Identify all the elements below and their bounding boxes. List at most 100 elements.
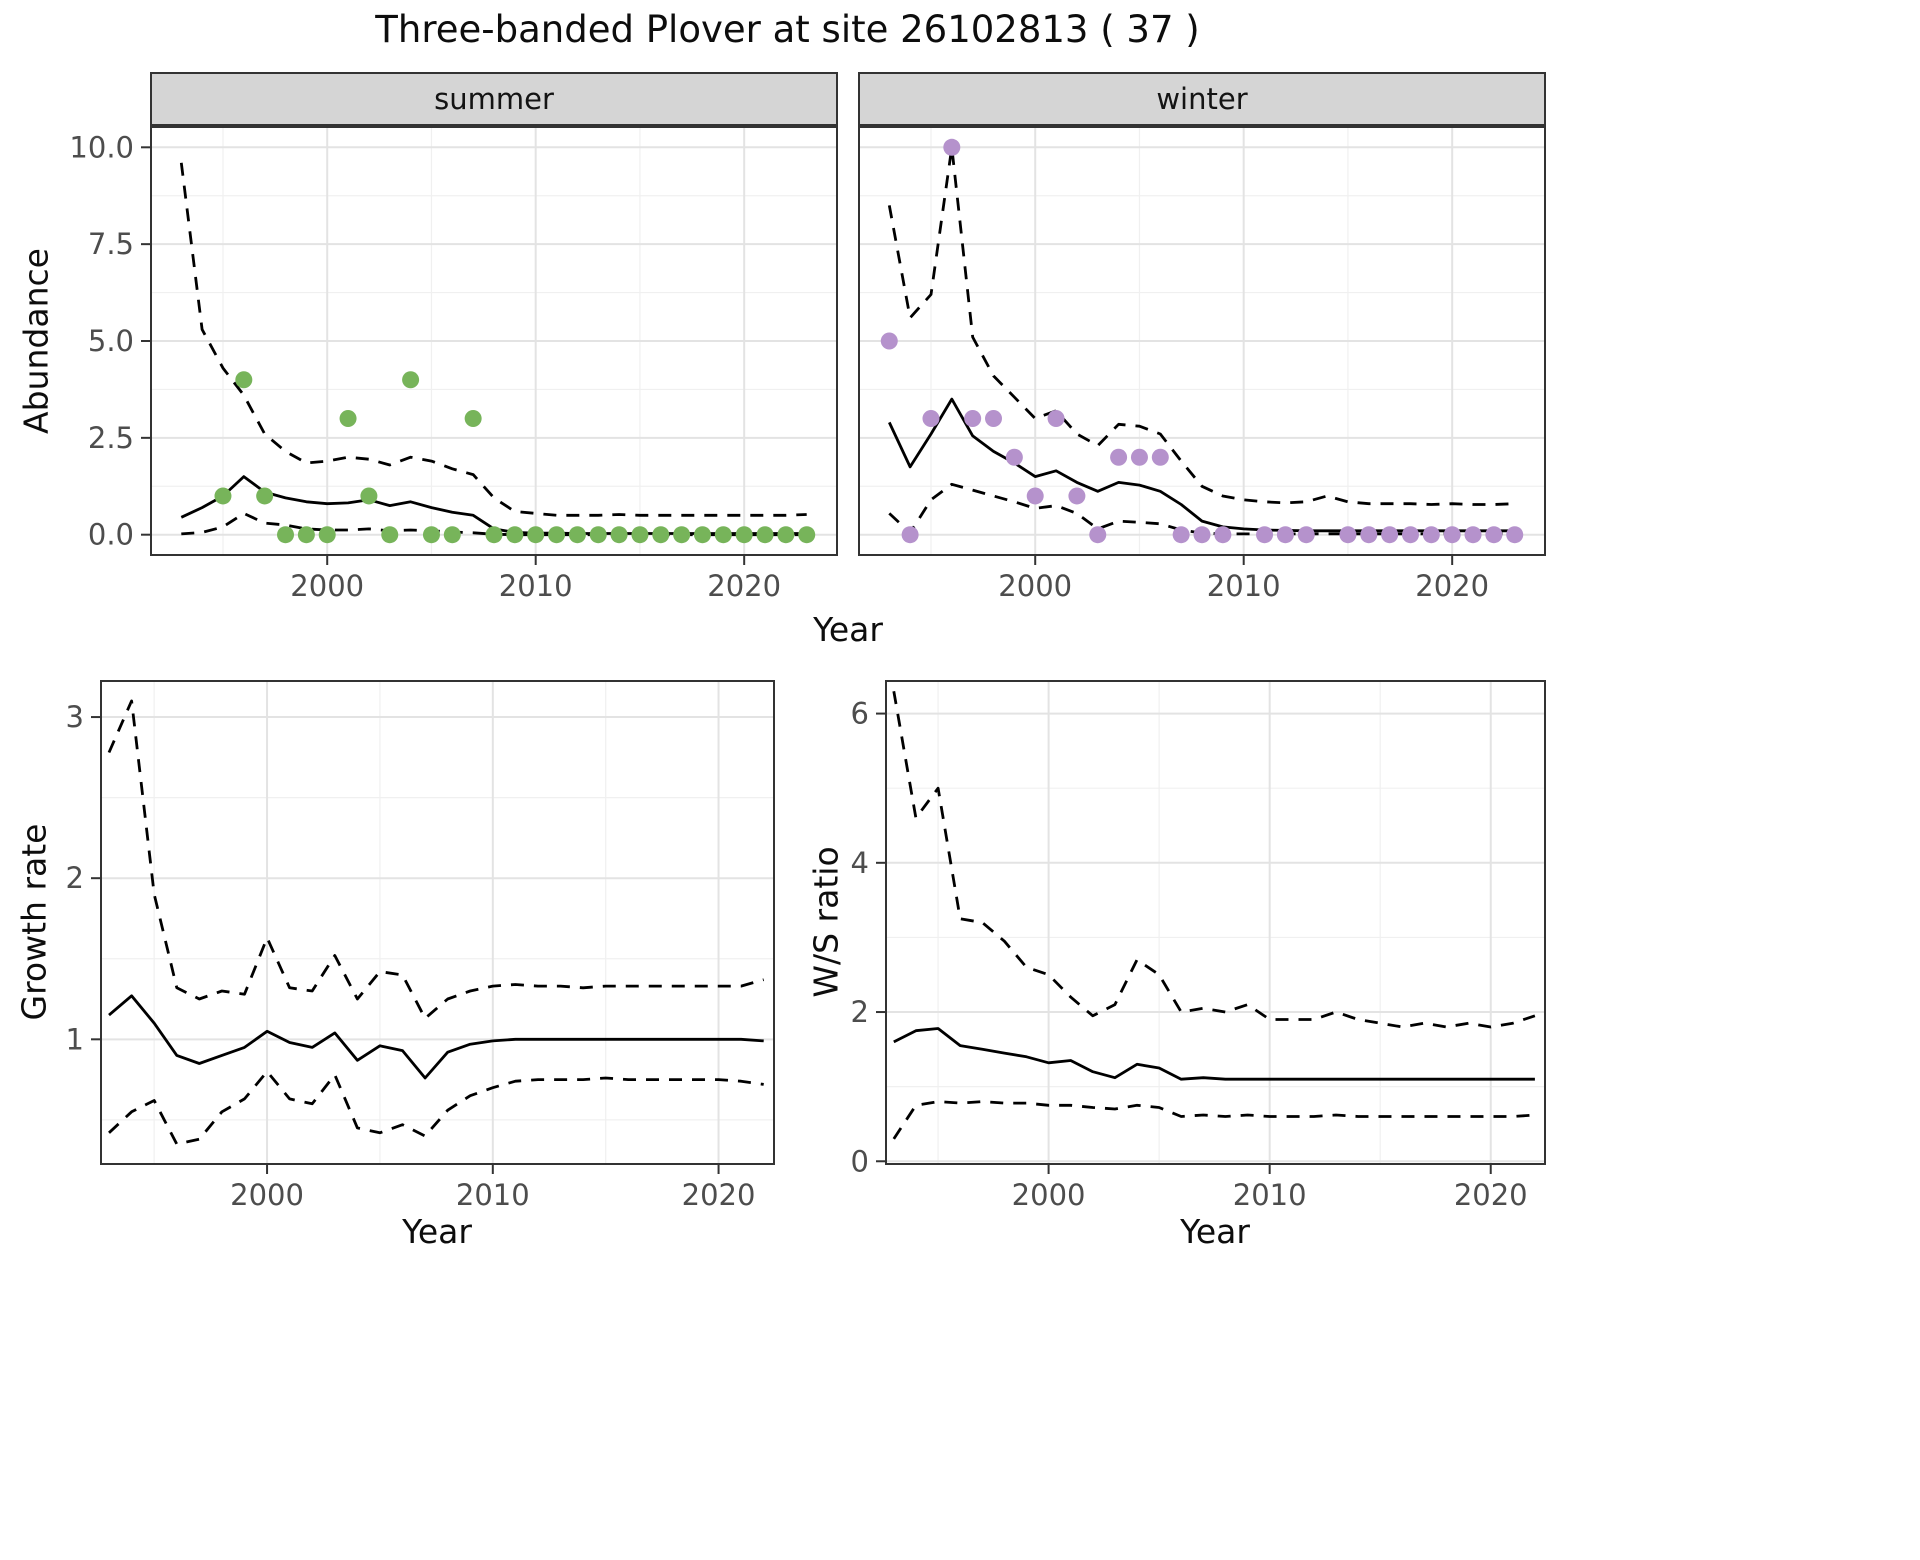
observation-point	[1151, 448, 1169, 466]
facet-strip-summer-label: summer	[434, 82, 554, 116]
observation-point	[901, 526, 919, 544]
ws-ratio-axis-label: W/S ratio	[806, 846, 846, 998]
observation-point	[693, 526, 711, 544]
observation-point	[402, 371, 420, 389]
observation-point	[735, 526, 753, 544]
plot-title: Three-banded Plover at site 26102813 ( 3…	[375, 8, 1200, 51]
x-tick-label: 2000	[1012, 1178, 1086, 1212]
observation-point	[1068, 487, 1086, 505]
observation-point	[1172, 526, 1190, 544]
y-tick-label: 7.5	[88, 227, 134, 261]
observation-point	[464, 409, 482, 427]
observation-point	[756, 526, 774, 544]
x-tick-label: 2020	[1415, 569, 1489, 603]
observation-point	[1256, 526, 1274, 544]
y-tick-label: 6	[851, 697, 869, 731]
growth-rate-panel: 2000 2010 2020 1 2 3	[66, 680, 775, 1212]
y-tick-label: 2	[66, 861, 84, 895]
observation-point	[589, 526, 607, 544]
observation-point	[381, 526, 399, 544]
panel-border	[858, 126, 1546, 556]
y-tick-label: 1	[66, 1022, 84, 1056]
observation-point	[235, 371, 253, 389]
ci-lower-line	[892, 1100, 1535, 1140]
y-tick-label: 2.5	[88, 421, 134, 455]
observation-point	[1401, 526, 1419, 544]
observation-point	[1422, 526, 1440, 544]
observation-point	[360, 487, 378, 505]
x-tick-label: 2010	[1233, 1178, 1307, 1212]
observation-point	[880, 332, 898, 350]
observation-point	[443, 526, 461, 544]
observation-point	[1464, 526, 1482, 544]
bottom-right-year-axis-label: Year	[1180, 1212, 1250, 1251]
panel-background	[100, 680, 775, 1165]
abundance-axis-label: Abundance	[16, 248, 56, 434]
x-tick-label: 2020	[707, 569, 781, 603]
panel-border	[885, 680, 1546, 1165]
observation-point	[214, 487, 232, 505]
observation-point	[922, 409, 940, 427]
abundance-winter-panel: 2000 2010 2020	[858, 126, 1546, 603]
facet-strip-winter-label: winter	[1156, 82, 1248, 116]
y-tick-label: 10.0	[69, 130, 134, 164]
observation-point	[1339, 526, 1357, 544]
ws-ratio-panel: 2000 2010 2020 0 2 4 6	[851, 680, 1546, 1212]
observation-point	[631, 526, 649, 544]
observation-point	[1089, 526, 1107, 544]
x-tick-label: 2010	[456, 1178, 530, 1212]
ci-lower-line	[108, 1070, 764, 1146]
observation-point	[1297, 526, 1315, 544]
observation-point	[798, 526, 816, 544]
observation-point	[777, 526, 795, 544]
y-tick-label: 0.0	[88, 518, 134, 552]
observation-point	[548, 526, 566, 544]
panel-background	[885, 680, 1546, 1165]
observation-point	[256, 487, 274, 505]
bottom-left-year-axis-label: Year	[402, 1212, 472, 1251]
top-year-axis-label: Year	[813, 610, 883, 649]
fit-line	[893, 1027, 1535, 1081]
observation-point	[1193, 526, 1211, 544]
observation-point	[673, 526, 691, 544]
ci-upper-line	[892, 690, 1536, 1029]
observation-point	[1110, 448, 1128, 466]
ci-upper-line	[107, 699, 765, 1020]
y-tick-label: 2	[851, 995, 869, 1029]
y-tick-label: 3	[66, 700, 84, 734]
x-tick-label: 2020	[682, 1178, 756, 1212]
x-tick-label: 2000	[998, 569, 1072, 603]
observation-point	[485, 526, 503, 544]
observation-point	[318, 526, 336, 544]
observation-point	[714, 526, 732, 544]
observation-point	[652, 526, 670, 544]
observation-point	[568, 526, 586, 544]
observation-point	[506, 526, 524, 544]
observation-point	[1047, 409, 1065, 427]
ci-upper-line	[887, 145, 1515, 506]
x-tick-label: 2000	[230, 1178, 304, 1212]
x-tick-label: 2020	[1454, 1178, 1528, 1212]
observation-point	[610, 526, 628, 544]
observation-point	[1276, 526, 1294, 544]
observation-point	[1130, 448, 1148, 466]
observation-point	[943, 138, 961, 156]
observation-point	[1026, 487, 1044, 505]
y-tick-label: 0	[851, 1144, 869, 1178]
y-tick-label: 4	[851, 846, 869, 880]
observation-point	[1360, 526, 1378, 544]
observation-point	[1381, 526, 1399, 544]
panel-border	[150, 126, 838, 556]
facet-strip-winter: winter	[858, 72, 1546, 126]
fit-line	[108, 994, 764, 1080]
observation-point	[1506, 526, 1524, 544]
observation-point	[422, 526, 440, 544]
observation-point	[1485, 526, 1503, 544]
y-tick-label: 5.0	[88, 324, 134, 358]
observation-point	[1443, 526, 1461, 544]
x-tick-label: 2010	[1207, 569, 1281, 603]
observation-point	[964, 409, 982, 427]
x-tick-label: 2010	[499, 569, 573, 603]
observation-point	[985, 409, 1003, 427]
